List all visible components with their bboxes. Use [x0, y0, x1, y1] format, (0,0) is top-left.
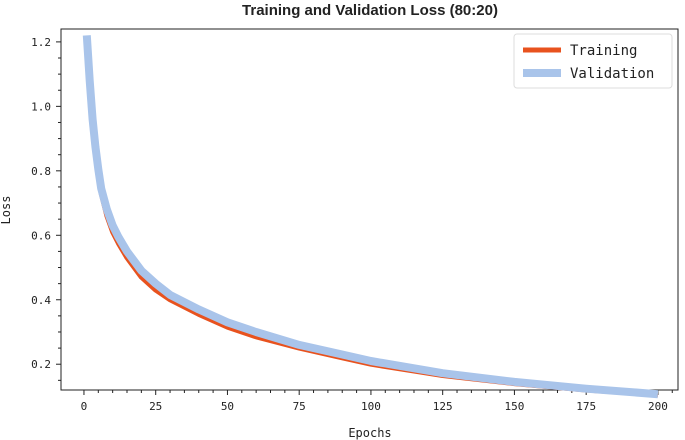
x-tick-label: 0	[81, 400, 88, 413]
x-tick-label: 50	[221, 400, 234, 413]
y-tick-label: 0.2	[31, 358, 51, 371]
x-tick-label: 150	[504, 400, 524, 413]
chart-title: Training and Validation Loss (80:20)	[242, 2, 498, 19]
y-tick-label: 0.4	[31, 294, 51, 307]
legend-label-training: Training	[570, 43, 637, 59]
x-tick-label: 200	[648, 400, 668, 413]
series-line-training	[84, 38, 659, 398]
y-tick-label: 1.2	[31, 36, 51, 49]
x-tick-label: 175	[576, 400, 596, 413]
x-axis-label: Epochs	[348, 426, 391, 440]
series-group	[82, 35, 659, 399]
x-axis: 0 25 50 75 100 125 150 175 200	[81, 390, 673, 413]
legend: Training Validation	[513, 33, 673, 89]
y-tick-label: 0.6	[31, 229, 51, 242]
x-tick-label: 25	[149, 400, 162, 413]
x-tick-label: 75	[293, 400, 306, 413]
y-tick-label: 0.8	[31, 165, 51, 178]
x-tick-label: 100	[361, 400, 381, 413]
y-axis: 0.2 0.4 0.6 0.8 1.0 1.2	[31, 36, 61, 381]
x-tick-label: 125	[433, 400, 453, 413]
y-tick-label: 1.0	[31, 100, 51, 113]
y-axis-label: Loss	[0, 196, 13, 225]
legend-label-validation: Validation	[570, 66, 654, 82]
series-line-validation	[82, 35, 659, 399]
plot-frame	[60, 28, 679, 391]
